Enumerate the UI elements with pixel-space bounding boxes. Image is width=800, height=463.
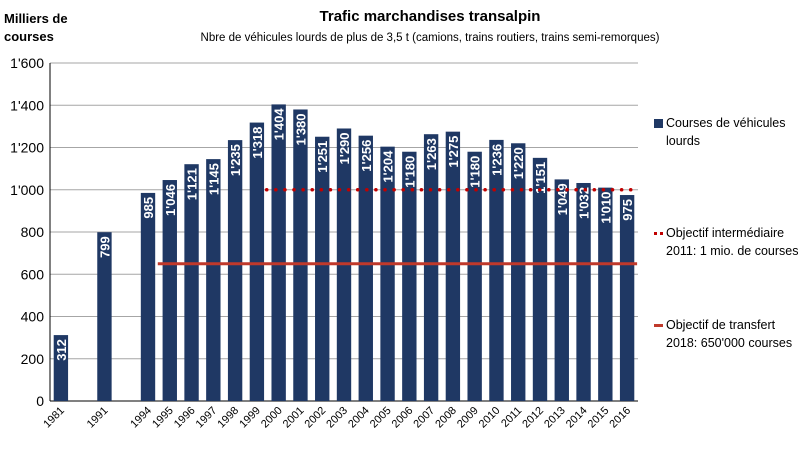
data-label: 1'380: [293, 113, 308, 145]
x-tick-label: 2000: [259, 405, 285, 431]
x-tick-label: 2015: [586, 405, 612, 431]
data-label: 1'180: [468, 156, 483, 188]
x-tick-label: 2006: [390, 405, 416, 431]
bar: [249, 122, 265, 401]
x-tick-label: 2010: [477, 405, 503, 431]
bar: [358, 135, 373, 402]
data-label: 1'204: [381, 150, 396, 183]
x-tick-label: 2008: [433, 405, 459, 431]
bar: [97, 232, 112, 401]
x-tick-label: 1999: [237, 405, 263, 431]
x-tick-label: 1996: [172, 405, 198, 431]
data-label: 1'151: [533, 162, 548, 194]
y-tick-label: 1'400: [10, 97, 44, 113]
bar: [423, 134, 439, 401]
data-label: 1'010: [598, 192, 613, 224]
data-label: 1'145: [206, 163, 221, 195]
legend-label-transfer: Objectif de transfert 2018: 650'000 cour…: [666, 318, 793, 350]
data-label: 1'220: [511, 147, 526, 179]
y-tick-label: 1'000: [10, 182, 44, 198]
bar: [53, 335, 69, 401]
x-tick-label: 2002: [303, 405, 329, 431]
x-tick-label: 2001: [281, 405, 307, 431]
legend-swatch-transfer: [654, 324, 663, 327]
bar: [162, 180, 177, 401]
bar: [619, 195, 635, 401]
x-tick-label: 1994: [128, 405, 154, 431]
x-tick-label: 2009: [455, 405, 481, 431]
x-tick-label: 2004: [346, 405, 372, 431]
legend-swatch-bars: [654, 119, 663, 128]
bar: [184, 164, 199, 401]
bar: [271, 104, 286, 401]
x-tick-label: 2011: [499, 405, 524, 430]
x-tick-label: 1981: [41, 405, 67, 431]
x-tick-label: 1995: [150, 405, 176, 431]
data-label: 1'290: [337, 132, 352, 164]
x-tick-label: 2014: [564, 405, 590, 431]
data-label: 1'046: [163, 184, 178, 216]
x-tick-label: 1997: [194, 405, 220, 431]
data-label: 1'275: [446, 136, 461, 168]
bar: [140, 192, 156, 401]
bar: [227, 140, 243, 401]
bar: [315, 136, 330, 401]
x-tick-label: 2013: [542, 405, 568, 431]
x-tick-label: 2016: [607, 405, 633, 431]
bar: [402, 151, 417, 401]
bar: [511, 143, 526, 401]
data-label: 1'263: [424, 138, 439, 170]
data-label: 1'318: [250, 127, 265, 159]
data-label: 1'251: [315, 141, 330, 173]
data-label: 1'121: [185, 168, 200, 200]
x-tick-label: 1991: [85, 405, 111, 431]
data-label: 985: [141, 197, 156, 219]
y-axis-label: Milliers de courses: [4, 11, 68, 44]
bar: [554, 179, 569, 401]
data-label: 1'404: [272, 108, 287, 141]
y-tick-label: 1'200: [10, 140, 44, 156]
bar: [445, 131, 461, 401]
data-label: 1'256: [359, 140, 374, 172]
x-tick-label: 2005: [368, 405, 394, 431]
data-label: 975: [620, 199, 635, 221]
x-tick-label: 2003: [324, 405, 350, 431]
bar: [489, 139, 504, 401]
bar: [293, 109, 308, 401]
y-tick-label: 200: [21, 351, 45, 367]
chart-title: Trafic marchandises transalpin: [319, 8, 541, 25]
legend-label-bars: Courses de véhicules lourds: [666, 116, 786, 148]
data-label: 799: [97, 236, 112, 258]
bar: [206, 159, 221, 401]
y-tick-label: 400: [21, 309, 45, 325]
data-label: 1'032: [577, 187, 592, 219]
legend-label-intermediate: Objectif intermédiaire 2011: 1 mio. de c…: [666, 226, 799, 258]
bar: [598, 187, 613, 401]
data-label: 312: [54, 339, 69, 361]
chart-subtitle: Nbre de véhicules lourds de plus de 3,5 …: [200, 32, 660, 44]
bar: [467, 151, 482, 401]
bar: [576, 182, 591, 401]
data-label: 1'180: [402, 156, 417, 188]
x-tick-label: 2007: [411, 405, 437, 431]
y-tick-label: 0: [36, 393, 44, 409]
y-tick-label: 600: [21, 266, 45, 282]
bar: [532, 157, 548, 401]
x-tick-label: 1998: [215, 405, 241, 431]
data-label: 1'235: [228, 144, 243, 176]
data-label: 1'236: [489, 144, 504, 176]
y-tick-label: 1'600: [10, 55, 44, 71]
y-tick-label: 800: [21, 224, 45, 240]
x-tick-label: 2012: [520, 405, 546, 431]
legend-swatch-intermediate: [654, 232, 663, 238]
bar: [380, 146, 395, 401]
